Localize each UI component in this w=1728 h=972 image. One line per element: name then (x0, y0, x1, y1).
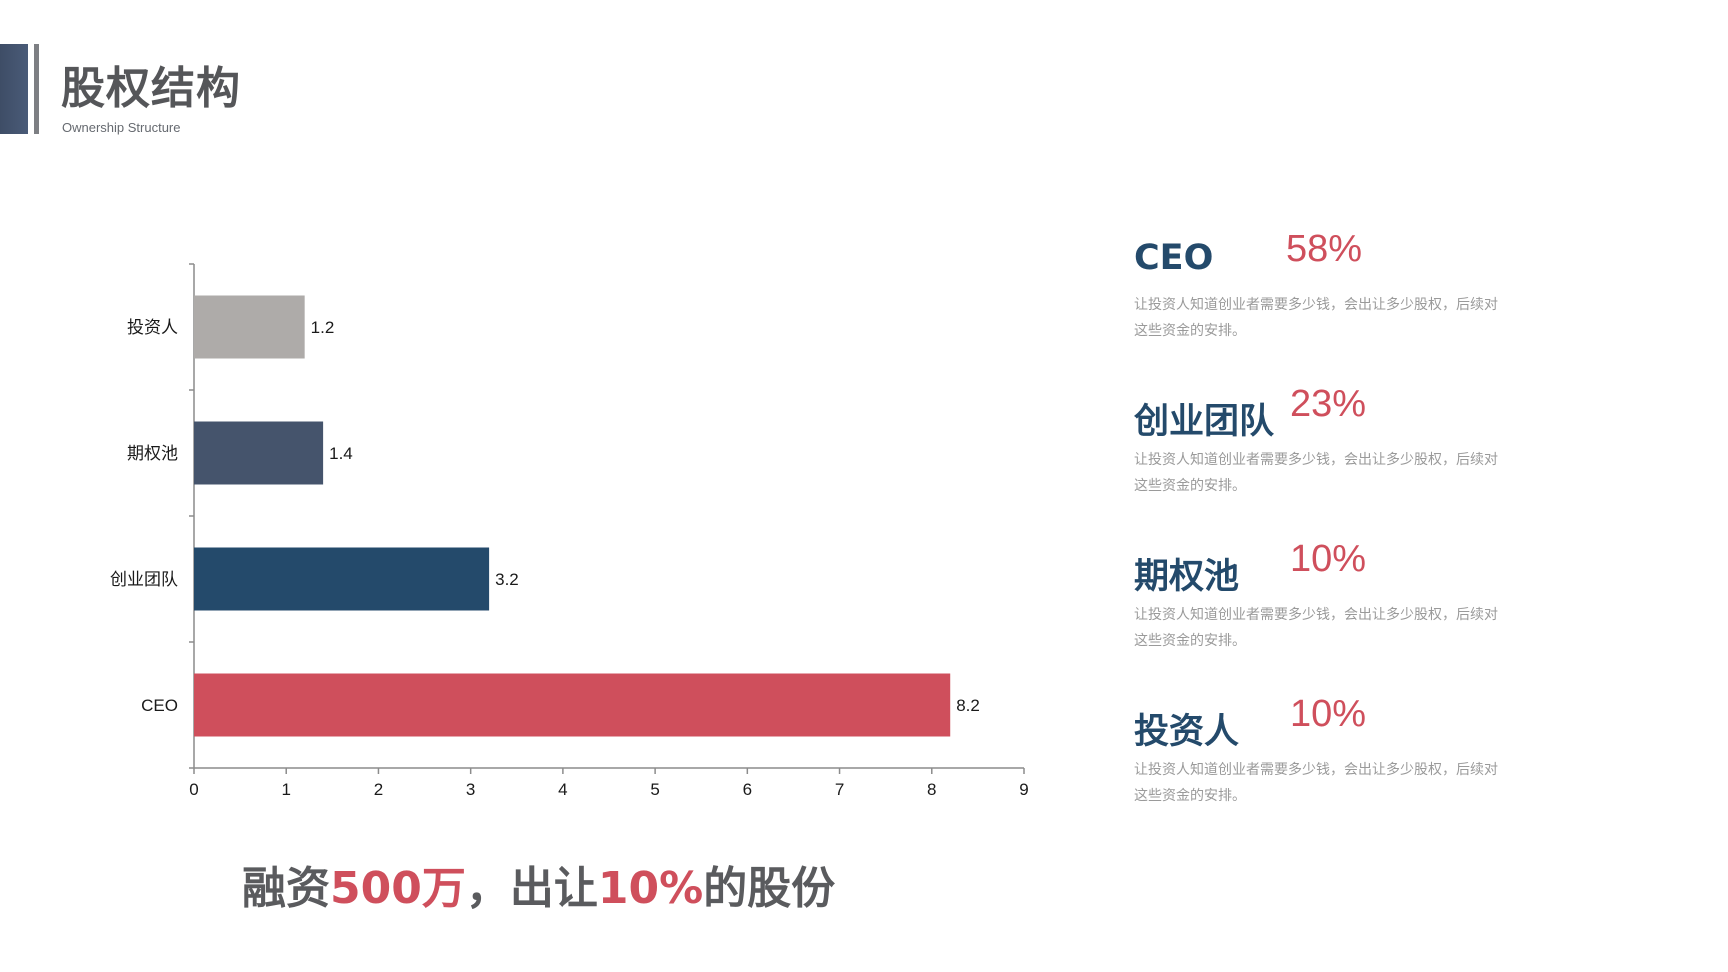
headline-part2: ，出让 (465, 863, 598, 914)
header-accent-block (0, 44, 28, 134)
bar-data-label: 1.4 (329, 444, 353, 463)
legend-percent: 58% (1286, 228, 1363, 270)
x-tick-label: 4 (558, 780, 567, 799)
page-subtitle: Ownership Structure (62, 120, 181, 135)
x-tick-label: 0 (189, 780, 198, 799)
x-tick-label: 6 (743, 780, 752, 799)
legend-name: 创业团队 (1134, 402, 1275, 442)
legend-description: 让投资人知道创业者需要多少钱，会出让多少股权，后续对这些资金的安排。 (1134, 762, 1498, 804)
legend-description: 让投资人知道创业者需要多少钱，会出让多少股权，后续对这些资金的安排。 (1134, 297, 1498, 339)
legend-description: 让投资人知道创业者需要多少钱，会出让多少股权，后续对这些资金的安排。 (1134, 452, 1498, 494)
x-tick-label: 5 (650, 780, 659, 799)
bar (194, 421, 324, 485)
y-category-label: 期权池 (127, 444, 178, 463)
bar-data-label: 8.2 (956, 696, 980, 715)
headline-part3: 的股份 (703, 863, 836, 914)
legend-name: CEO (1134, 238, 1214, 278)
legend-item-investor: 投资人 10% 让投资人知道创业者需要多少钱，会出让多少股权，后续对这些资金的安… (1134, 693, 1514, 804)
header-accent-bar (34, 44, 39, 134)
headline-amount: 500万 (330, 863, 466, 914)
headline-part1: 融资 (242, 863, 330, 914)
legend-name: 期权池 (1134, 557, 1240, 597)
x-tick-label: 8 (927, 780, 936, 799)
y-category-label: 创业团队 (110, 570, 178, 589)
bar-data-label: 3.2 (495, 570, 519, 589)
legend-item-option-pool: 期权池 10% 让投资人知道创业者需要多少钱，会出让多少股权，后续对这些资金的安… (1134, 538, 1514, 649)
bar-data-label: 1.2 (311, 318, 335, 337)
legend-item-team: 创业团队 23% 让投资人知道创业者需要多少钱，会出让多少股权，后续对这些资金的… (1134, 383, 1514, 494)
bar (194, 295, 305, 359)
x-tick-label: 7 (835, 780, 844, 799)
bar (194, 547, 490, 611)
bar (194, 673, 951, 737)
legend-percent: 10% (1290, 538, 1367, 580)
legend-item-ceo: CEO 58% 让投资人知道创业者需要多少钱，会出让多少股权，后续对这些资金的安… (1134, 228, 1514, 339)
legend-name: 投资人 (1134, 712, 1240, 752)
legend-percent: 23% (1290, 383, 1367, 425)
legend-percent: 10% (1290, 693, 1367, 735)
x-tick-label: 1 (281, 780, 290, 799)
headline-ratio: 10% (597, 863, 704, 914)
x-tick-label: 9 (1019, 780, 1028, 799)
x-tick-label: 3 (466, 780, 475, 799)
legend-description: 让投资人知道创业者需要多少钱，会出让多少股权，后续对这些资金的安排。 (1134, 607, 1498, 649)
y-category-label: 投资人 (127, 318, 178, 337)
y-category-label: CEO (141, 696, 178, 715)
page-title: 股权结构 (61, 63, 241, 114)
funding-headline: 融资500万，出让10%的股份 (242, 852, 835, 916)
x-tick-label: 2 (374, 780, 383, 799)
